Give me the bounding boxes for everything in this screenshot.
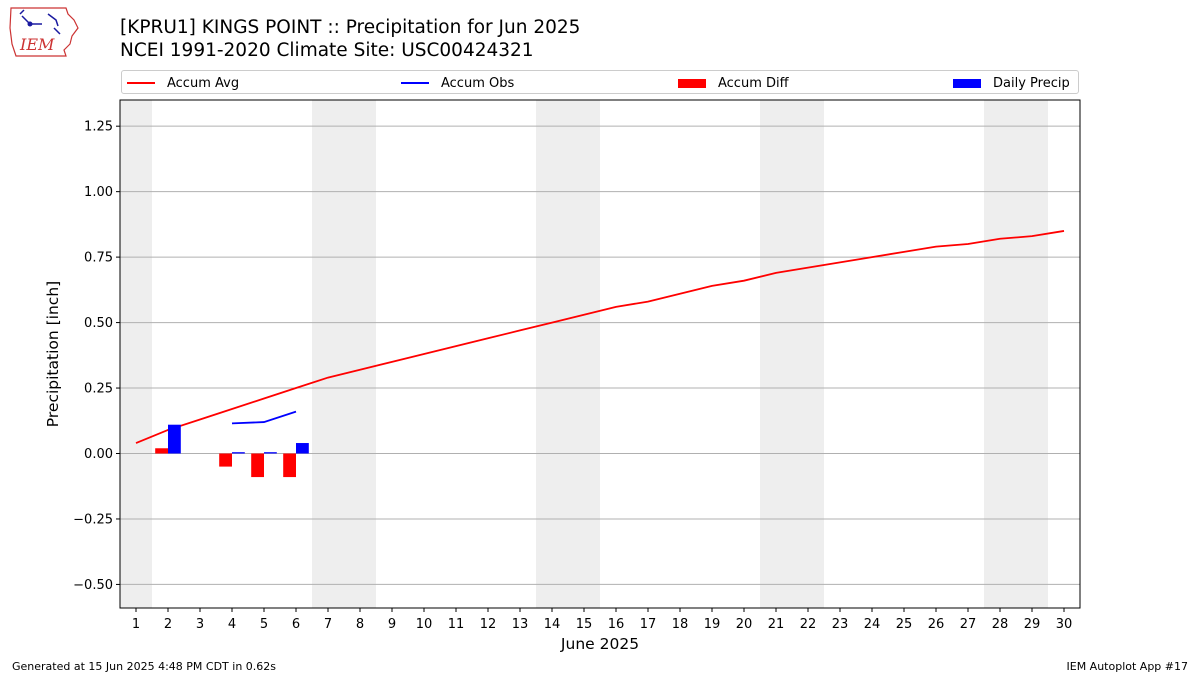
logo-text: IEM bbox=[19, 35, 55, 54]
weekend-band bbox=[536, 100, 600, 608]
x-tick-label: 26 bbox=[928, 617, 945, 632]
x-tick-label: 19 bbox=[704, 617, 721, 632]
x-tick-label: 7 bbox=[324, 617, 332, 632]
weekend-band bbox=[120, 100, 152, 608]
weekend-band bbox=[760, 100, 824, 608]
x-tick-label: 4 bbox=[228, 617, 236, 632]
x-tick-label: 21 bbox=[768, 617, 785, 632]
footer-generated: Generated at 15 Jun 2025 4:48 PM CDT in … bbox=[12, 660, 277, 673]
line-accum-avg bbox=[135, 230, 1065, 444]
x-tick-label: 25 bbox=[896, 617, 913, 632]
bar-daily-precip bbox=[296, 443, 309, 454]
legend-swatch bbox=[127, 82, 155, 84]
legend-label: Accum Obs bbox=[441, 75, 515, 91]
iem-logo-icon: IEM bbox=[9, 7, 79, 57]
bar-accum-diff bbox=[219, 453, 232, 467]
y-tick-label: 0.75 bbox=[84, 251, 113, 266]
x-tick-label: 28 bbox=[992, 617, 1009, 632]
y-tick-label: −0.50 bbox=[73, 578, 113, 593]
bar-daily-precip bbox=[264, 452, 277, 454]
weekend-band bbox=[312, 100, 376, 608]
legend-item-accum-avg: Accum Avg bbox=[127, 74, 239, 92]
x-tick-label: 10 bbox=[416, 617, 433, 632]
legend-item-accum-obs: Accum Obs bbox=[401, 74, 514, 92]
x-tick-label: 6 bbox=[292, 617, 300, 632]
x-tick-label: 23 bbox=[832, 617, 849, 632]
y-tick-label: 1.00 bbox=[84, 185, 113, 200]
bar-accum-diff bbox=[283, 453, 296, 478]
x-axis-label: June 2025 bbox=[560, 635, 639, 653]
legend-swatch bbox=[678, 78, 706, 88]
legend-label: Daily Precip bbox=[993, 75, 1070, 91]
x-tick-label: 18 bbox=[672, 617, 689, 632]
legend-label: Accum Avg bbox=[167, 75, 240, 91]
x-tick-label: 2 bbox=[164, 617, 172, 632]
y-tick-label: 1.25 bbox=[84, 120, 113, 135]
chart-legend: Accum Avg Accum Obs Accum Diff Daily Pre… bbox=[121, 70, 1079, 94]
x-tick-label: 15 bbox=[576, 617, 593, 632]
bar-accum-diff bbox=[155, 448, 168, 454]
legend-item-accum-diff: Accum Diff bbox=[678, 74, 789, 92]
x-tick-label: 8 bbox=[356, 617, 364, 632]
plot-frame bbox=[119, 99, 1081, 609]
legend-swatch bbox=[401, 82, 429, 84]
x-tick-label: 12 bbox=[480, 617, 497, 632]
legend-swatch bbox=[953, 78, 981, 88]
legend-label: Accum Diff bbox=[718, 75, 789, 91]
x-tick-label: 11 bbox=[448, 617, 465, 632]
bar-daily-precip bbox=[168, 424, 181, 454]
x-tick-label: 30 bbox=[1056, 617, 1073, 632]
x-tick-label: 22 bbox=[800, 617, 817, 632]
x-tick-label: 29 bbox=[1024, 617, 1041, 632]
x-tick-label: 17 bbox=[640, 617, 657, 632]
chart-title: [KPRU1] KINGS POINT :: Precipitation for… bbox=[120, 17, 581, 38]
line-accum-obs bbox=[231, 410, 297, 425]
x-tick-label: 24 bbox=[864, 617, 881, 632]
y-tick-label: 0.50 bbox=[84, 316, 113, 331]
legend-item-daily-precip: Daily Precip bbox=[953, 74, 1070, 92]
x-tick-label: 16 bbox=[608, 617, 625, 632]
x-tick-label: 5 bbox=[260, 617, 268, 632]
bar-daily-precip bbox=[232, 452, 245, 454]
x-tick-label: 27 bbox=[960, 617, 977, 632]
bar-accum-diff bbox=[251, 453, 264, 478]
y-tick-label: 0.00 bbox=[84, 447, 113, 462]
x-tick-label: 14 bbox=[544, 617, 561, 632]
y-tick-label: 0.25 bbox=[84, 382, 113, 397]
x-tick-label: 20 bbox=[736, 617, 753, 632]
y-axis-label: Precipitation [inch] bbox=[44, 281, 62, 427]
footer-app: IEM Autoplot App #17 bbox=[1066, 660, 1189, 673]
x-tick-label: 3 bbox=[196, 617, 204, 632]
x-tick-label: 1 bbox=[132, 617, 140, 632]
x-tick-label: 9 bbox=[388, 617, 396, 632]
iem-logo: IEM bbox=[8, 6, 80, 58]
chart-subtitle: NCEI 1991-2020 Climate Site: USC00424321 bbox=[120, 40, 534, 61]
weekend-band bbox=[984, 100, 1048, 608]
x-tick-label: 13 bbox=[512, 617, 529, 632]
y-tick-label: −0.25 bbox=[73, 512, 113, 527]
